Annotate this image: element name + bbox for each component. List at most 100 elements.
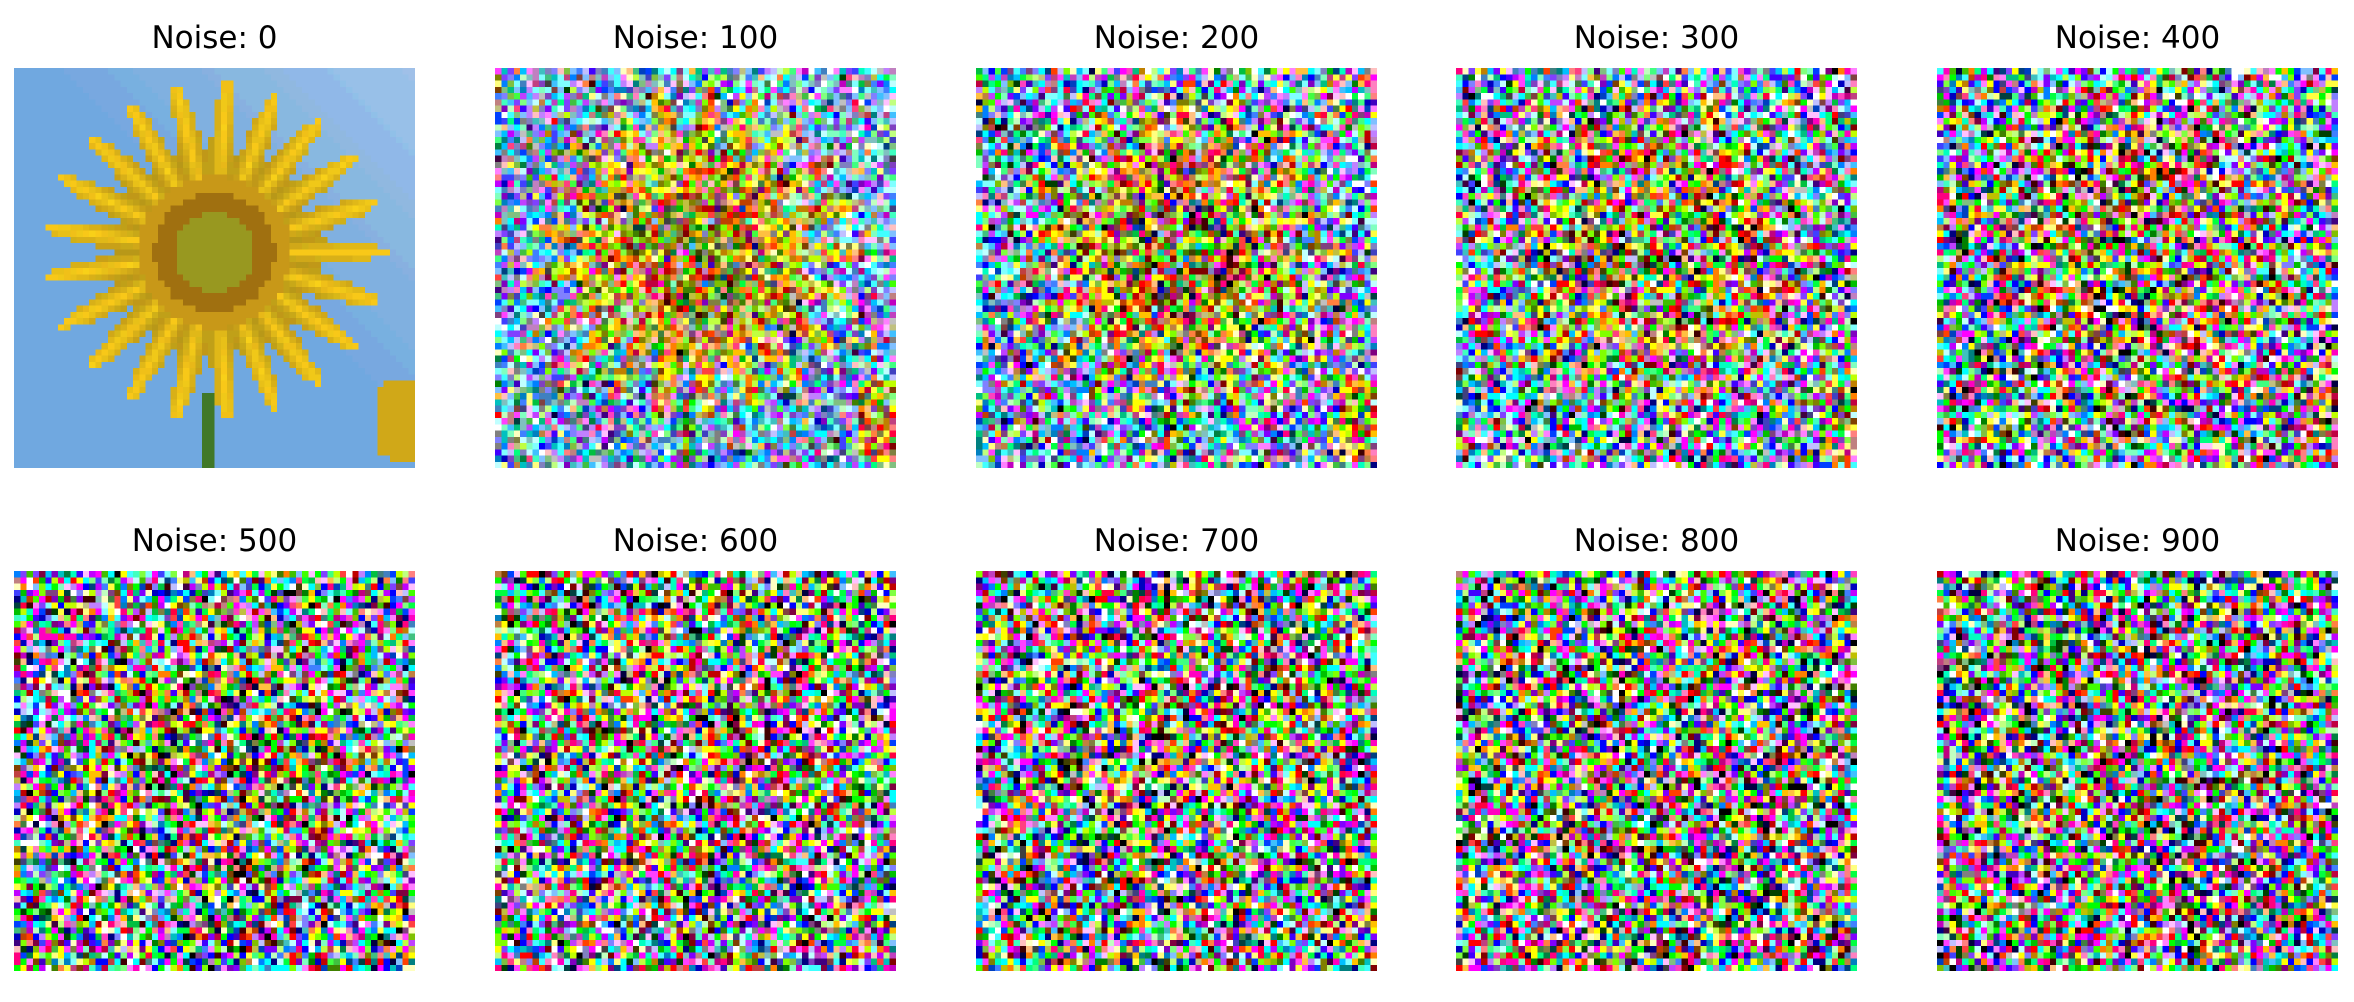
panel-image bbox=[495, 68, 896, 468]
panel-title: Noise: 700 bbox=[1093, 523, 1260, 559]
panel-image bbox=[976, 68, 1377, 468]
panel-title: Noise: 600 bbox=[612, 523, 779, 559]
panel-image bbox=[1937, 571, 2338, 971]
pixels bbox=[1549, 583, 1814, 965]
pixels bbox=[1937, 596, 2332, 971]
pixels bbox=[32, 639, 397, 959]
pixels bbox=[1937, 111, 2338, 450]
pixels bbox=[14, 589, 415, 965]
pixels bbox=[283, 68, 415, 200]
pixels bbox=[402, 68, 415, 81]
pixels bbox=[1937, 596, 2338, 965]
pixels bbox=[1937, 571, 2332, 959]
pixels bbox=[1481, 86, 1845, 437]
pixels bbox=[495, 74, 896, 462]
pixels bbox=[495, 596, 896, 971]
pixels bbox=[976, 577, 1377, 965]
pixels bbox=[64, 68, 415, 387]
pixels bbox=[1943, 68, 2313, 437]
pixels bbox=[1949, 589, 2338, 971]
panel-title: Noise: 0 bbox=[151, 20, 278, 56]
pixels bbox=[1456, 583, 1857, 971]
pixels bbox=[495, 118, 896, 456]
pixels bbox=[501, 68, 890, 468]
pixels bbox=[520, 589, 896, 865]
pixels bbox=[1531, 621, 1857, 971]
pixels bbox=[1468, 68, 1857, 462]
panel-title: Noise: 400 bbox=[2054, 20, 2221, 56]
pixels bbox=[333, 68, 415, 150]
pixels bbox=[14, 577, 403, 953]
pixels bbox=[1456, 571, 1857, 971]
pixels bbox=[1468, 68, 1839, 462]
pixels bbox=[1955, 577, 2338, 971]
pixels bbox=[1949, 74, 2320, 462]
pixels bbox=[95, 130, 334, 375]
pixels bbox=[1468, 68, 1851, 462]
pixels bbox=[1943, 583, 2332, 965]
pixels bbox=[1955, 111, 2332, 450]
pixels bbox=[507, 571, 884, 959]
pixels bbox=[2037, 589, 2332, 890]
pixels bbox=[501, 74, 896, 443]
pixels bbox=[1001, 583, 1377, 959]
pixels bbox=[976, 571, 1377, 971]
pixels bbox=[264, 68, 415, 218]
pixels bbox=[2018, 74, 2338, 468]
panel-image bbox=[976, 571, 1377, 971]
panel-title: Noise: 100 bbox=[612, 20, 779, 56]
pixels bbox=[14, 633, 415, 959]
pixels bbox=[976, 68, 1365, 456]
pixels bbox=[513, 583, 890, 971]
pixels bbox=[1462, 68, 1857, 462]
panel-image bbox=[495, 571, 896, 971]
pixels bbox=[70, 99, 365, 406]
pixels bbox=[582, 111, 896, 450]
pixels bbox=[1462, 80, 1832, 456]
pixels bbox=[501, 589, 896, 971]
pixels bbox=[1937, 68, 2338, 468]
pixels bbox=[507, 577, 890, 971]
pixels bbox=[45, 93, 390, 412]
panel-image bbox=[14, 571, 415, 971]
pixels bbox=[1487, 68, 1839, 468]
pixels bbox=[501, 80, 878, 450]
pixels bbox=[1512, 80, 1857, 431]
pixels bbox=[495, 68, 890, 462]
pixels bbox=[1993, 93, 2338, 412]
pixels bbox=[976, 74, 1377, 468]
pixels bbox=[1987, 80, 2320, 450]
pixels bbox=[507, 633, 884, 940]
pixels bbox=[532, 93, 896, 462]
pixels bbox=[532, 105, 871, 450]
pixels bbox=[1943, 614, 2282, 928]
panel-title: Noise: 800 bbox=[1573, 523, 1740, 559]
pixels bbox=[1937, 577, 2338, 965]
pixels bbox=[501, 68, 896, 468]
pixels bbox=[1007, 149, 1365, 443]
pixels bbox=[1506, 80, 1857, 456]
pixels bbox=[1543, 583, 1851, 971]
panel-image bbox=[1456, 571, 1857, 971]
pixels bbox=[1937, 571, 2326, 953]
pixels bbox=[976, 589, 1377, 965]
pixels bbox=[1456, 571, 1857, 971]
panel-image bbox=[1937, 68, 2338, 468]
panel-title: Noise: 300 bbox=[1573, 20, 1740, 56]
panel-image bbox=[14, 68, 415, 468]
pixels bbox=[1474, 86, 1851, 400]
panel-title: Noise: 500 bbox=[131, 523, 298, 559]
pixels bbox=[1949, 68, 2338, 468]
pixels bbox=[1949, 86, 2326, 462]
panel-title: Noise: 200 bbox=[1093, 20, 1260, 56]
pixels bbox=[1937, 74, 2332, 450]
pixels bbox=[507, 571, 896, 971]
pixels bbox=[151, 193, 278, 312]
pixels bbox=[676, 349, 683, 356]
pixels bbox=[1462, 571, 1857, 903]
pixels bbox=[1456, 583, 1857, 971]
pixels bbox=[507, 124, 878, 462]
pixels bbox=[133, 68, 415, 350]
pixels bbox=[107, 68, 415, 375]
pixels bbox=[327, 68, 415, 156]
